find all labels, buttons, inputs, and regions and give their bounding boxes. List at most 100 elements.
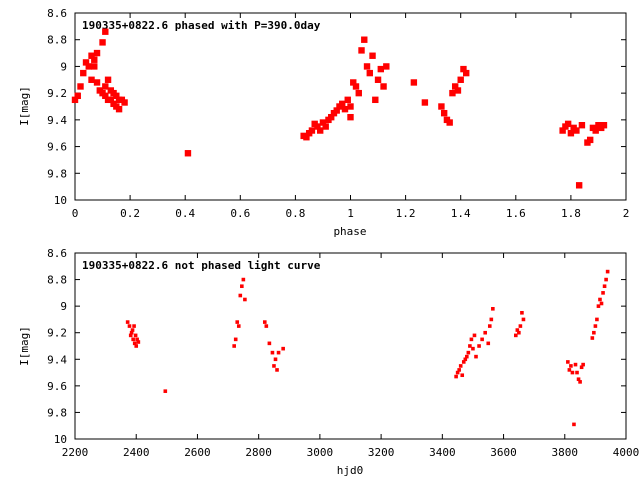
unphased-data-point [521, 317, 526, 322]
unphased-data-point [581, 362, 585, 367]
unphased-data-point [602, 284, 607, 289]
unphased-data-point [270, 350, 275, 355]
phased-data-point [341, 105, 349, 113]
phased-data-point [380, 83, 387, 90]
unphased-x-tick-label: 3400 [429, 446, 456, 459]
phased-x-tick-label: 1.2 [396, 207, 416, 220]
unphased-data-point [570, 370, 575, 375]
phased-data-point [374, 76, 382, 83]
unphased-data-point [575, 370, 579, 375]
phased-data-point [567, 130, 575, 137]
unphased-data-point [131, 337, 135, 342]
phased-data-point [339, 100, 346, 108]
unphased-data-point [572, 422, 576, 427]
phased-data-point [361, 36, 368, 43]
unphased-data-point [125, 320, 130, 324]
phased-y-tick-label: 8.6 [47, 7, 67, 20]
unphased-y-tick-label: 8.6 [47, 247, 67, 260]
unphased-data-point [569, 364, 573, 368]
phased-data-point [559, 127, 566, 134]
unphased-data-point [128, 333, 133, 338]
phased-x-tick-label: 2 [623, 207, 630, 220]
unphased-data-point [233, 337, 238, 342]
phased-data-point [372, 96, 379, 104]
unphased-data-point [590, 336, 595, 340]
phased-data-point [358, 47, 365, 54]
phased-data-point [347, 103, 354, 110]
phased-y-tick-label: 9.2 [47, 87, 67, 100]
unphased-data-point [130, 328, 135, 332]
unphased-data-point [457, 368, 461, 372]
unphased-data-point [517, 330, 521, 335]
phased-y-axis-label: I[mag] [18, 86, 31, 126]
phased-data-point [457, 76, 464, 83]
phased-data-point [575, 182, 583, 189]
phased-data-point [99, 39, 106, 46]
unphased-data-point [235, 320, 240, 324]
unphased-data-point [272, 364, 276, 368]
unphased-y-tick-label: 9.8 [47, 406, 67, 419]
unphased-data-point [566, 360, 570, 364]
unphased-data-point [281, 346, 285, 351]
phased-data-point [91, 56, 98, 63]
phased-data-point [102, 92, 109, 100]
unphased-data-point [515, 328, 520, 332]
phased-data-point [573, 127, 580, 134]
unphased-data-point [132, 324, 136, 328]
phased-data-point [316, 127, 324, 134]
unphased-data-point [134, 344, 139, 348]
unphased-data-point [474, 354, 478, 359]
unphased-data-point [262, 320, 267, 324]
unphased-data-point [599, 301, 604, 306]
unphased-data-point [518, 324, 523, 328]
phased-x-tick-label: 0.4 [175, 207, 195, 220]
phased-data-point [369, 52, 376, 59]
phased-y-tick-label: 10 [54, 194, 67, 207]
phased-x-tick-label: 1.6 [506, 207, 526, 220]
phased-data-point [102, 83, 109, 90]
unphased-data-points [125, 269, 610, 427]
unphased-data-point [487, 324, 492, 328]
phased-data-point [449, 89, 456, 97]
phased-data-point [460, 65, 467, 73]
unphased-x-axis-label: hjd0 [337, 464, 364, 477]
unphased-data-point [463, 357, 468, 362]
phased-data-point [383, 63, 390, 70]
unphased-data-point [238, 293, 243, 298]
unphased-data-point [573, 362, 578, 367]
unphased-data-point [133, 333, 138, 338]
unphased-data-point [454, 374, 458, 379]
unphased-y-tick-label: 9.2 [47, 327, 67, 340]
phased-y-tick-label: 9 [60, 60, 67, 73]
unphased-y-tick-label: 9 [60, 300, 67, 313]
unphased-data-point [596, 304, 601, 308]
phased-x-tick-label: 0.8 [285, 207, 305, 220]
phased-data-point [600, 122, 608, 129]
unphased-data-point [489, 317, 494, 322]
phased-data-point [363, 63, 371, 70]
phased-data-point [77, 83, 84, 90]
unphased-x-tick-label: 3200 [368, 446, 395, 459]
unphased-data-point [276, 350, 281, 355]
phased-data-point [71, 96, 79, 104]
phased-x-tick-label: 0.6 [230, 207, 250, 220]
unphased-chart-title: 190335+0822.6 not phased light curve [82, 259, 321, 272]
phased-x-tick-label: 0.2 [120, 207, 140, 220]
unphased-data-point [163, 389, 168, 393]
phased-data-point [107, 96, 115, 104]
phased-data-point [88, 52, 95, 59]
phased-data-point [451, 83, 459, 90]
unphased-data-point [483, 330, 487, 335]
phased-y-tick-label: 9.4 [47, 114, 67, 127]
phased-chart-title: 190335+0822.6 phased with P=390.0day [82, 19, 321, 32]
unphased-data-point [267, 341, 272, 346]
phased-x-tick-label: 0 [72, 207, 79, 220]
phased-data-point [333, 107, 340, 114]
phased-x-axis-label: phase [333, 225, 366, 238]
phased-data-point [121, 99, 128, 106]
phased-data-point [303, 134, 310, 141]
unphased-data-point [465, 354, 469, 359]
unphased-data-point [468, 344, 472, 348]
phased-x-tick-label: 1.8 [561, 207, 581, 220]
